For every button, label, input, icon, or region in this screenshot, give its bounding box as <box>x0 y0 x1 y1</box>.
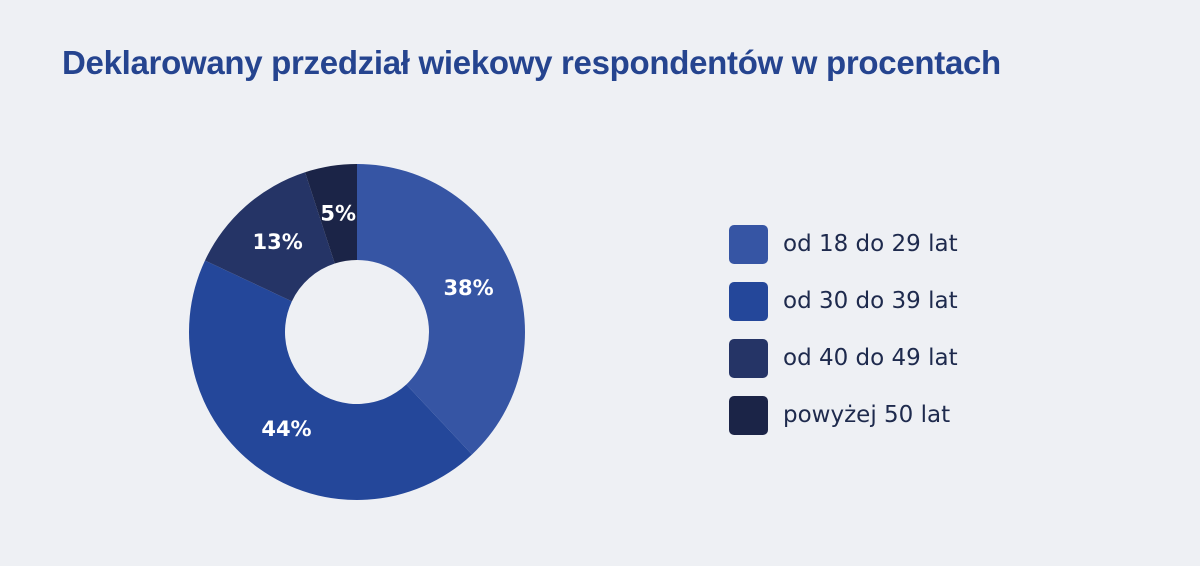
legend-label: od 40 do 49 lat <box>783 345 958 371</box>
slice-label-2: 44% <box>261 417 311 441</box>
legend-swatch <box>729 338 768 378</box>
donut-slice-2 <box>189 260 473 501</box>
chart-title: Deklarowany przedział wiekowy respondent… <box>62 44 1001 81</box>
donut-slices <box>189 164 525 501</box>
legend-item: od 40 do 49 lat <box>729 338 958 378</box>
legend: od 18 do 29 lat od 30 do 39 lat od 40 do 4… <box>729 224 958 452</box>
legend-item: od 18 do 29 lat <box>729 224 958 264</box>
legend-swatch <box>729 281 768 321</box>
donut-labels: 38% 44% 13% 5% <box>253 201 494 441</box>
legend-label: powyżej 50 lat <box>783 402 951 428</box>
donut-slice-3 <box>204 172 335 302</box>
donut-slice-1 <box>357 164 525 455</box>
legend-label: od 30 do 39 lat <box>783 288 958 314</box>
donut-slice-4 <box>305 164 357 264</box>
legend-item: od 30 do 39 lat <box>729 281 958 321</box>
slice-label-3: 13% <box>253 230 303 254</box>
legend-swatch <box>729 224 768 264</box>
legend-swatch <box>729 395 768 435</box>
legend-label: od 18 do 29 lat <box>783 231 958 257</box>
slice-label-4: 5% <box>320 201 356 225</box>
slice-label-1: 38% <box>443 276 493 300</box>
legend-item: powyżej 50 lat <box>729 395 958 435</box>
